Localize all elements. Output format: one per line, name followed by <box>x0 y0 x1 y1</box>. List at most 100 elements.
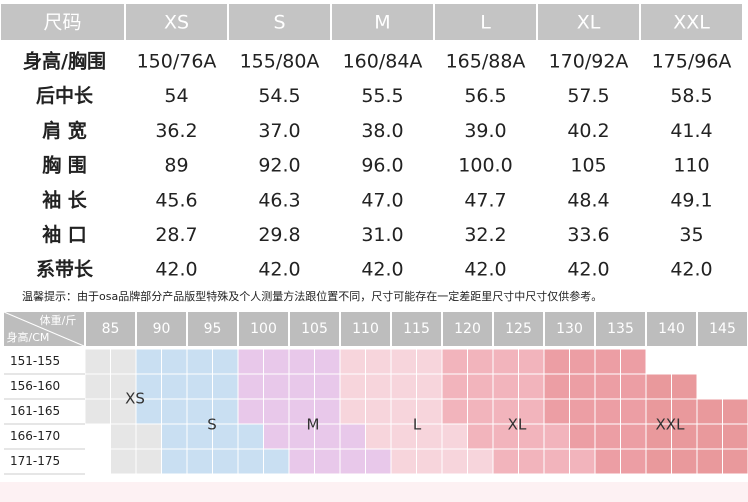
cell-text: 165/88A <box>446 51 526 73</box>
size-cell <box>238 399 263 424</box>
size-label: L <box>413 416 422 434</box>
size-label: XL <box>508 416 527 434</box>
size-cell <box>187 399 212 424</box>
size-label: S <box>207 416 217 434</box>
weight-label: 100 <box>250 321 277 337</box>
size-cell <box>264 399 289 424</box>
size-cell <box>442 374 467 399</box>
size-cell <box>136 374 161 399</box>
size-cell <box>264 424 289 449</box>
size-cell <box>417 449 442 474</box>
header-text: 尺码 <box>43 12 81 34</box>
weight-header <box>545 312 594 346</box>
weight-header <box>188 312 237 346</box>
size-cell <box>621 449 646 474</box>
weight-label: 90 <box>153 321 171 337</box>
weight-header <box>341 312 390 346</box>
cell-text: 39.0 <box>464 120 506 142</box>
size-cell <box>340 449 365 474</box>
cell-text: 42.0 <box>567 259 609 281</box>
cell-text: 40.2 <box>567 120 609 142</box>
cell-text: 175/96A <box>652 51 732 73</box>
size-cell <box>187 449 212 474</box>
cell-text: 36.2 <box>155 120 197 142</box>
cell-text: 29.8 <box>258 224 300 246</box>
size-cell <box>111 424 136 449</box>
size-cell <box>85 374 110 399</box>
corner-top: 体重/斤 <box>40 313 77 327</box>
size-cell <box>136 449 161 474</box>
cell-text: 28.7 <box>155 224 197 246</box>
size-cell <box>595 349 620 374</box>
cell-text: 47.0 <box>361 189 403 211</box>
size-cell <box>570 449 595 474</box>
size-cell <box>264 374 289 399</box>
size-cell <box>315 374 340 399</box>
weight-header <box>86 312 135 346</box>
weight-label: 115 <box>403 321 430 337</box>
weight-label: 125 <box>505 321 532 337</box>
size-cell <box>646 424 671 449</box>
header-text: XS <box>164 12 189 34</box>
size-cell <box>493 449 518 474</box>
size-cell <box>187 349 212 374</box>
size-cell <box>468 449 493 474</box>
height-label: 151-155 <box>10 354 60 368</box>
size-cell <box>391 399 416 424</box>
size-cell <box>544 374 569 399</box>
size-label: XS <box>125 390 145 408</box>
cell-text: 35 <box>679 224 703 246</box>
size-cell <box>366 399 391 424</box>
size-cell <box>315 399 340 424</box>
size-cell <box>111 374 136 399</box>
note: 温馨提示：由于osa品牌部分产品版型特殊及个人测量方法跟位置不同，尺寸可能存在一… <box>22 289 602 303</box>
size-cell <box>213 424 238 449</box>
header-cell <box>435 4 536 40</box>
size-cell <box>187 374 212 399</box>
size-cell <box>621 424 646 449</box>
size-cell <box>646 449 671 474</box>
cell-text: 150/76A <box>137 51 217 73</box>
height-label: 161-165 <box>10 404 60 418</box>
cell-text: 38.0 <box>361 120 403 142</box>
size-cell <box>672 399 697 424</box>
size-cell <box>162 374 187 399</box>
cell-text: 48.4 <box>567 189 609 211</box>
size-cell <box>442 399 467 424</box>
cell-text: 47.7 <box>464 189 506 211</box>
size-cell <box>391 424 416 449</box>
row-label: 身高/胸围 <box>23 50 106 73</box>
size-cell <box>238 374 263 399</box>
bottom-strip <box>0 482 748 502</box>
size-cell <box>493 399 518 424</box>
cell-text: 49.1 <box>670 189 712 211</box>
header-cell <box>1 4 124 40</box>
height-label: 171-175 <box>10 454 60 468</box>
size-cell <box>417 399 442 424</box>
weight-label: 135 <box>607 321 634 337</box>
weight-header <box>698 312 747 346</box>
header-text: L <box>480 12 491 34</box>
cell-text: 100.0 <box>458 155 512 177</box>
size-cell <box>442 349 467 374</box>
header-cell <box>641 4 742 40</box>
size-cell <box>162 349 187 374</box>
size-cell <box>595 399 620 424</box>
size-cell <box>162 399 187 424</box>
size-cell <box>315 349 340 374</box>
size-cell <box>570 349 595 374</box>
size-cell <box>238 449 263 474</box>
size-cell <box>646 374 671 399</box>
size-cell <box>264 349 289 374</box>
size-cell <box>340 399 365 424</box>
cell-text: 42.0 <box>670 259 712 281</box>
row-label: 系带长 <box>36 259 94 281</box>
size-cell <box>340 424 365 449</box>
size-cell <box>672 374 697 399</box>
size-cell <box>697 399 722 424</box>
cell-text: 89 <box>164 155 188 177</box>
size-cell <box>544 399 569 424</box>
size-cell <box>519 349 544 374</box>
weight-header <box>647 312 696 346</box>
cell-text: 42.0 <box>464 259 506 281</box>
